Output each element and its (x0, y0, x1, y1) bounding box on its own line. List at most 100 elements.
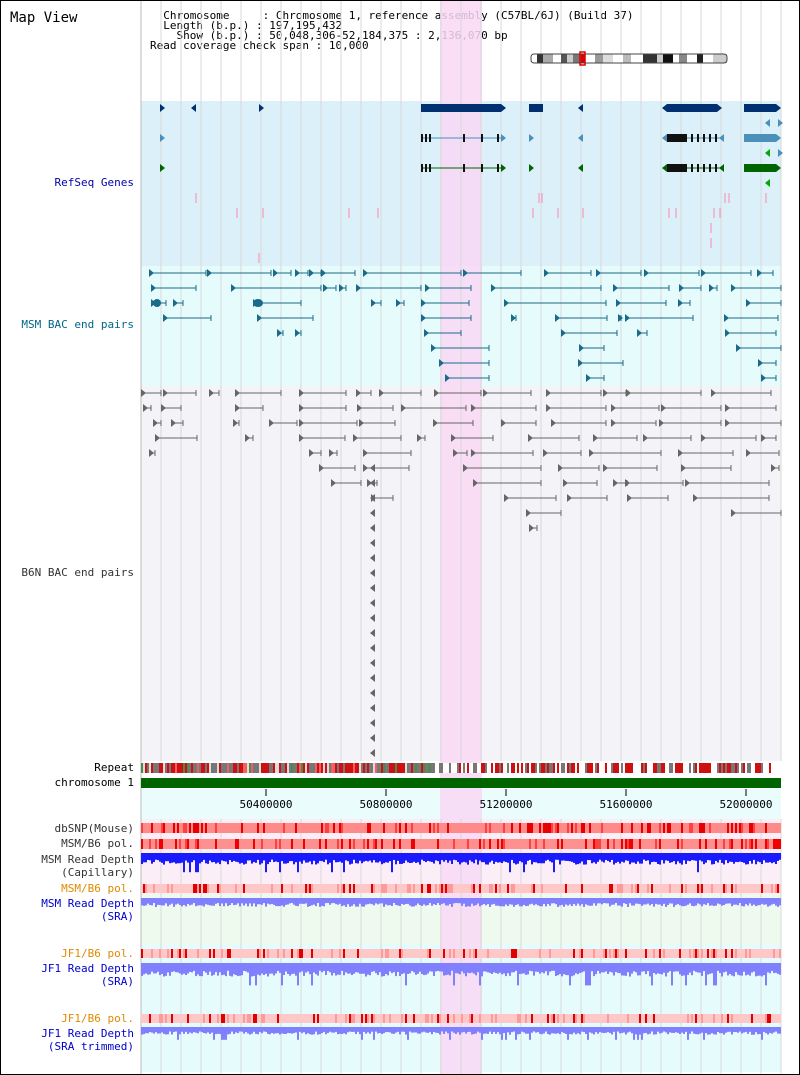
msm-pol-cell (665, 839, 667, 849)
jf1-depth-bar (333, 963, 335, 974)
msm-depth-bar (417, 853, 419, 863)
repeat-block (273, 763, 275, 773)
msm-pol-cell (399, 839, 401, 849)
dbsnp-cell (243, 823, 245, 833)
jf1-depth-bar (179, 963, 181, 974)
repeat-block (545, 763, 547, 773)
gene-block[interactable] (529, 104, 543, 112)
jf1-pol-cell (633, 1014, 635, 1023)
bac-end (235, 389, 240, 397)
msm-depth-bar (357, 853, 359, 864)
jf1-trimmed-depth-bar (587, 1027, 589, 1040)
msm-sra-depth-bar (455, 898, 457, 903)
jf1-pol-cell (221, 1014, 223, 1023)
jf1-depth-bar (219, 963, 221, 973)
msm-pol-cell (287, 839, 289, 849)
msm-depth-bar (351, 853, 353, 864)
bac-end (471, 449, 476, 457)
msm-pol-cell (441, 839, 443, 849)
jf1-trimmed-depth-bar (333, 1027, 335, 1033)
chromosome-ideogram[interactable] (530, 53, 728, 64)
msm-sra-depth-bar (223, 898, 225, 907)
jf1-depth-bar (575, 963, 577, 974)
jf1-pol-cell (303, 1014, 305, 1023)
gene-block[interactable] (421, 104, 501, 112)
msm-sra-depth-bar (369, 898, 371, 904)
msm-pol-cell (283, 839, 285, 849)
msm-sra-depth-bar (581, 898, 583, 905)
msm-depth-bar (611, 853, 613, 860)
jf1-depth-bar (431, 963, 433, 972)
jf1-pol-cell (341, 1014, 343, 1023)
pol-sra-cell (373, 884, 375, 893)
msm-sra-depth-bar (549, 898, 551, 906)
jf1-pol-cell (257, 949, 259, 958)
bac-end (445, 374, 450, 382)
jf1-pol-cell (341, 949, 343, 958)
msm-depth-bar (641, 853, 643, 864)
jf1-pol-cell (689, 1014, 691, 1023)
jf1-pol-cell (431, 1014, 433, 1023)
jf1-depth-bar (427, 963, 429, 974)
msm-sra-depth-bar (151, 898, 153, 906)
msm-pol-cell (475, 839, 477, 849)
gene-block[interactable] (744, 104, 776, 112)
jf1-depth-bar (517, 963, 519, 986)
track-label-sra-2: (SRA) (100, 975, 134, 988)
jf1-trimmed-depth-bar (763, 1027, 765, 1032)
msm-pol-cell (677, 839, 679, 849)
jf1-pol-cell (427, 1014, 429, 1023)
jf1-depth-bar (621, 963, 623, 976)
msm-sra-depth-bar (607, 898, 609, 904)
gene-block[interactable] (744, 164, 776, 172)
jf1-trimmed-depth-bar (407, 1027, 409, 1040)
msm-pol-cell (223, 839, 225, 849)
jf1-depth-bar (295, 963, 297, 976)
jf1-pol-cell (759, 1014, 761, 1023)
jf1-trimmed-depth-bar (651, 1027, 653, 1032)
pol-sra-cell (325, 884, 327, 893)
jf1-trimmed-depth-bar (231, 1027, 233, 1032)
pol-sra-cell (321, 884, 323, 893)
bac-end (379, 389, 384, 397)
jf1-trimmed-depth-bar (255, 1027, 257, 1034)
chromosome-bar[interactable] (141, 778, 781, 788)
jf1-pol-cell (477, 949, 479, 958)
dbsnp-cell (593, 823, 595, 833)
msm-pol-cell (145, 839, 147, 849)
pol-sra-cell (697, 884, 699, 893)
msm-sra-depth-bar (429, 898, 431, 904)
jf1-pol-cell (721, 1014, 723, 1023)
repeat-block (227, 763, 229, 773)
bac-end (319, 464, 324, 472)
msm-pol-cell (449, 839, 451, 849)
dbsnp-cell (415, 823, 417, 833)
jf1-depth-bar (491, 963, 493, 975)
dbsnp-cell (365, 823, 367, 833)
ideogram-band (613, 54, 623, 63)
jf1-trimmed-depth-bar (261, 1027, 263, 1034)
msm-depth-bar (597, 853, 599, 862)
msm-sra-depth-bar (641, 898, 643, 906)
gene-block[interactable] (667, 104, 717, 112)
dbsnp-cell (385, 823, 387, 833)
jf1-pol-cell (377, 1014, 379, 1023)
msm-pol-cell (605, 839, 607, 849)
jf1-pol-cell (431, 949, 433, 958)
jf1-trimmed-depth-bar (355, 1027, 357, 1035)
repeat-block (735, 763, 737, 773)
jf1-trimmed-depth-bar (721, 1027, 723, 1034)
dbsnp-cell (237, 823, 239, 833)
jf1-pol-cell (499, 1014, 501, 1023)
dbsnp-cell (251, 823, 253, 833)
jf1-pol-cell (631, 949, 633, 958)
msm-depth-bar (485, 853, 487, 865)
jf1-trimmed-depth-bar (209, 1027, 211, 1034)
jf1-pol-cell (773, 949, 775, 958)
pol-sra-cell (345, 884, 347, 893)
gene-block[interactable] (744, 134, 776, 142)
repeat-block (403, 763, 405, 773)
jf1-pol-cell (749, 1014, 751, 1023)
msm-pol-cell (715, 839, 717, 849)
